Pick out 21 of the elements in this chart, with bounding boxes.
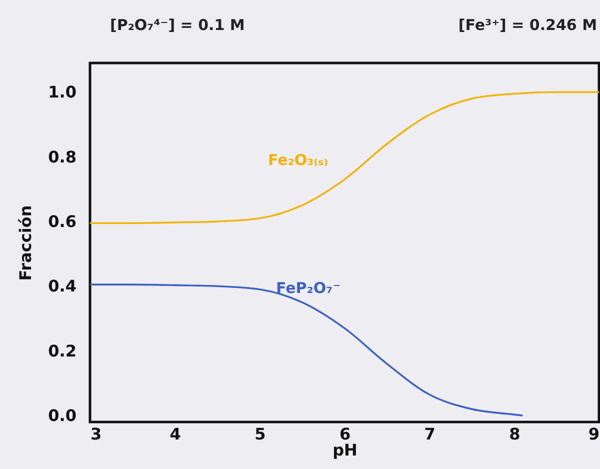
x-tick-label: 9 xyxy=(588,424,600,444)
text: [Fe³⁺] = 0.246 M xyxy=(458,16,597,34)
x-tick-label: 4 xyxy=(170,424,181,444)
x-axis-title: pH xyxy=(332,440,358,460)
x-tick-label: 5 xyxy=(254,424,266,444)
y-tick-label: 1.0 xyxy=(48,82,76,102)
x-tick-label: 8 xyxy=(509,424,520,444)
x-tick-label: 7 xyxy=(424,424,436,444)
y-tick-label: 0.0 xyxy=(48,406,76,426)
text: [P₂O₇⁴⁻] = 0.1 M xyxy=(110,16,245,34)
y-tick-label: 0.2 xyxy=(48,341,76,360)
line-series xyxy=(90,91,599,224)
y-tick-label: 0.4 xyxy=(48,276,76,296)
y-tick-label: 0.6 xyxy=(48,212,76,231)
line-series xyxy=(90,284,524,416)
y-tick-label: 0.8 xyxy=(48,147,76,166)
y-axis-title: Fracción xyxy=(16,205,36,281)
series-label: FeP₂O₇⁻ xyxy=(276,279,341,297)
x-tick-label: 3 xyxy=(90,424,102,444)
x-tick-label: 6 xyxy=(339,424,351,444)
series-label: Fe₂O₃₍ₛ₎ xyxy=(268,151,328,169)
